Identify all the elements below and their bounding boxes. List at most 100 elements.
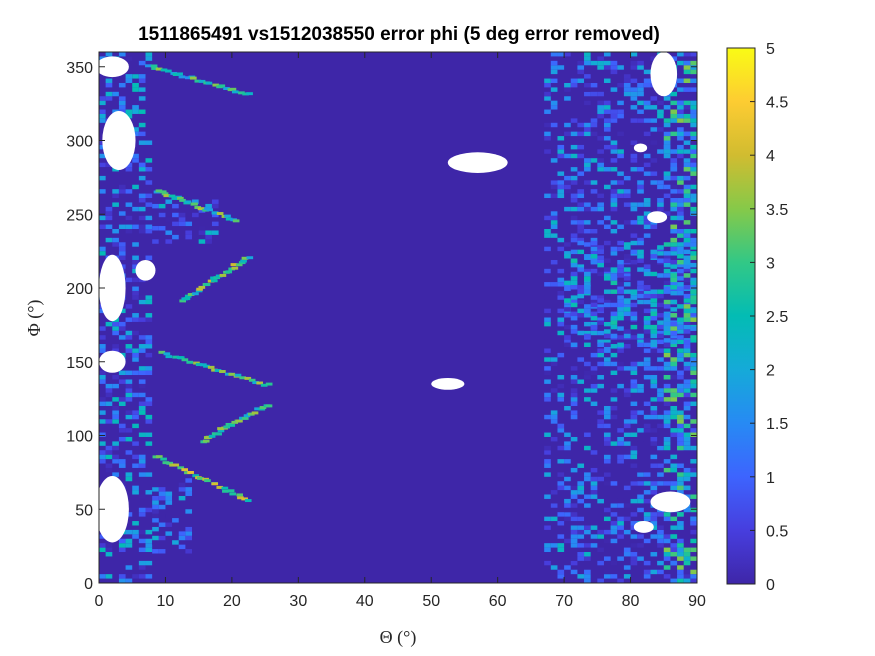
- heatmap-cell: [650, 552, 658, 557]
- heatmap-cell: [550, 259, 558, 265]
- heatmap-cell: [623, 298, 631, 303]
- heatmap-cell: [690, 136, 697, 141]
- heatmap-cell: [637, 280, 644, 286]
- heatmap-cell: [590, 268, 598, 274]
- streak-cell: [197, 476, 204, 480]
- heatmap-cell: [112, 397, 119, 402]
- streak-cell: [203, 283, 211, 286]
- heatmap-cell: [690, 578, 697, 583]
- heatmap-cell: [597, 383, 604, 389]
- heatmap-cell: [657, 423, 664, 429]
- heatmap-cell: [597, 220, 604, 225]
- heatmap-cell: [99, 259, 106, 265]
- heatmap-cell: [112, 459, 119, 464]
- heatmap-cell: [138, 211, 146, 216]
- heatmap-cell: [112, 375, 119, 380]
- heatmap-cell: [610, 220, 618, 225]
- heatmap-cell: [205, 230, 212, 235]
- heatmap-cell: [630, 153, 638, 159]
- heatmap-cell: [152, 540, 159, 545]
- heatmap-cell: [112, 330, 119, 336]
- heatmap-cell: [637, 202, 644, 207]
- heatmap-cell: [570, 295, 578, 300]
- heatmap-cell: [630, 450, 638, 455]
- heatmap-cell: [544, 560, 551, 566]
- heatmap-cell: [603, 321, 611, 327]
- heatmap-cell: [643, 290, 651, 296]
- heatmap-cell: [544, 379, 551, 384]
- heatmap-cell: [677, 516, 684, 522]
- heatmap-cell: [132, 282, 139, 287]
- heatmap-cell: [690, 162, 697, 168]
- heatmap-cell: [670, 463, 678, 468]
- heatmap-cell: [211, 203, 219, 209]
- heatmap-cell: [623, 503, 631, 508]
- heatmap-cell: [152, 487, 159, 492]
- heatmap-cell: [138, 224, 146, 229]
- heatmap-cell: [550, 357, 558, 362]
- heatmap-cell: [617, 268, 624, 274]
- heatmap-cell: [125, 529, 133, 535]
- heatmap-cell: [125, 74, 133, 79]
- heatmap-cell: [603, 289, 611, 294]
- heatmap-cell: [677, 262, 684, 268]
- heatmap-cell: [557, 521, 565, 526]
- heatmap-cell: [118, 428, 126, 433]
- streak-cell: [229, 87, 237, 91]
- heatmap-cell: [597, 547, 604, 553]
- heatmap-cell: [544, 525, 551, 530]
- heatmap-cell: [557, 423, 565, 429]
- heatmap-cell: [677, 445, 684, 451]
- heatmap-cell: [630, 366, 638, 371]
- heatmap-cell: [610, 344, 618, 349]
- heatmap-cell: [603, 410, 611, 415]
- heatmap-cell: [610, 149, 618, 154]
- heatmap-cell: [690, 494, 697, 499]
- heatmap-cell: [657, 302, 664, 308]
- heatmap-cell: [690, 556, 697, 561]
- heatmap-cell: [590, 302, 598, 308]
- heatmap-cell: [610, 406, 618, 411]
- heatmap-cell: [570, 556, 578, 561]
- heatmap-cell: [677, 118, 684, 123]
- heatmap-cell: [690, 285, 697, 290]
- heatmap-cell: [152, 500, 159, 505]
- heatmap-cell: [138, 538, 146, 544]
- heatmap-cell: [650, 171, 658, 176]
- heatmap-cell: [663, 538, 671, 544]
- heatmap-cell: [590, 512, 598, 517]
- heatmap-cell: [610, 481, 618, 486]
- heatmap-cell: [145, 543, 153, 548]
- heatmap-cell: [138, 454, 146, 460]
- heatmap-cell: [617, 100, 624, 106]
- heatmap-cell: [112, 202, 119, 207]
- heatmap-cell: [617, 335, 624, 340]
- heatmap-cell: [637, 556, 644, 561]
- heatmap-cell: [570, 78, 578, 83]
- heatmap-cell: [564, 242, 571, 247]
- heatmap-cell: [683, 259, 691, 265]
- heatmap-cell: [610, 180, 618, 185]
- heatmap-cell: [145, 560, 153, 566]
- heatmap-cell: [564, 503, 571, 508]
- y-tick-label: 0: [84, 576, 93, 593]
- heatmap-cell: [677, 211, 684, 216]
- heatmap-cell: [637, 467, 644, 473]
- heatmap-cell: [564, 538, 571, 544]
- heatmap-cell: [584, 556, 591, 561]
- heatmap-cell: [557, 547, 565, 553]
- heatmap-cell: [544, 543, 551, 548]
- heatmap-cell: [610, 529, 618, 535]
- heatmap-cell: [132, 463, 139, 468]
- heatmap-cell: [663, 436, 671, 442]
- heatmap-cell: [584, 313, 591, 318]
- streak-cell: [197, 207, 205, 211]
- heatmap-cell: [118, 82, 126, 88]
- heatmap-cell: [663, 144, 671, 150]
- heatmap-cell: [683, 255, 691, 260]
- streak-cell: [187, 471, 194, 474]
- heatmap-cell: [637, 215, 644, 221]
- heatmap-cell: [670, 118, 678, 123]
- heatmap-cell: [677, 423, 684, 429]
- heatmap-cell: [138, 344, 146, 349]
